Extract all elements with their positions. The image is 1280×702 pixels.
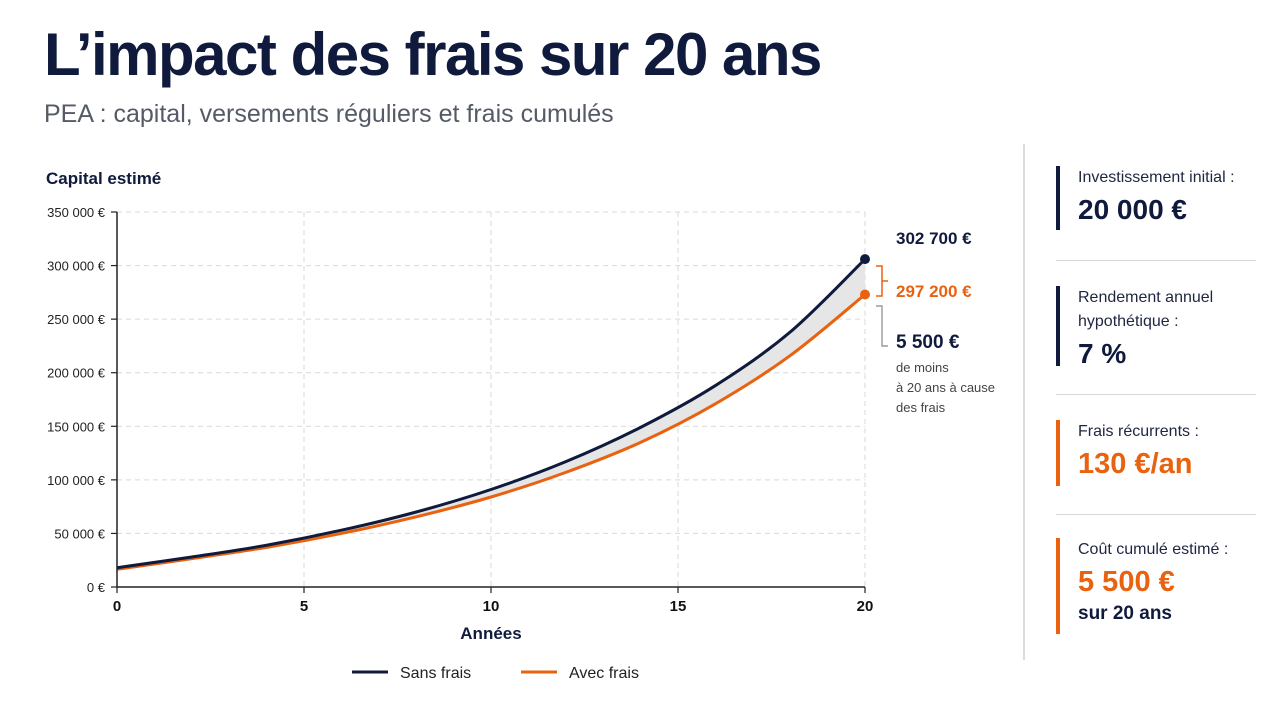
capital-line-chart: 0 € 50 000 € 100 000 € 150 000 € 200 000 € 25… <box>46 169 995 682</box>
page-title: L’impact des frais sur 20 ans <box>44 21 822 88</box>
series-lines <box>116 254 870 571</box>
grid-lines <box>117 211 866 587</box>
panel-sub: sur 20 ans <box>1078 603 1172 624</box>
y-tick-label: 250 000 € <box>47 312 106 327</box>
y-axis-title: Capital estimé <box>46 169 161 188</box>
panel-accent-bar <box>1056 420 1060 486</box>
difference-bracket <box>876 265 888 297</box>
info-panel-annual-return: Rendement annuel hypothétique : 7 % <box>1056 286 1256 369</box>
panel-value: 7 % <box>1078 338 1127 369</box>
x-tick-label: 5 <box>300 598 308 615</box>
panel-separator <box>1056 514 1256 515</box>
panel-label: Frais récurrents : <box>1078 423 1199 440</box>
series-line-sans-frais <box>116 258 867 570</box>
y-tick-label: 300 000 € <box>47 259 106 274</box>
y-tick-label: 50 000 € <box>54 526 105 541</box>
info-panel-cumulative-cost: Coût cumulé estimé : 5 500 € sur 20 ans <box>1056 538 1256 634</box>
info-panel-recurring-fees: Frais récurrents : 130 €/an <box>1056 420 1256 486</box>
end-point-sans-frais <box>860 254 870 265</box>
info-panel-initial-investment: Investissement initial : 20 000 € <box>1056 166 1256 230</box>
x-tick-label: 15 <box>670 598 687 615</box>
difference-note-line: à 20 ans à cause <box>896 380 995 395</box>
panel-value: 130 €/an <box>1078 448 1193 480</box>
series-line-avec-frais <box>116 293 866 571</box>
x-tick-label: 0 <box>113 598 121 615</box>
legend: Sans frais Avec frais <box>352 665 639 682</box>
x-tick-label: 10 <box>483 598 500 615</box>
difference-value: 5 500 € <box>896 332 960 353</box>
tick-labels: 0 € 50 000 € 100 000 € 150 000 € 200 000 € 25… <box>46 169 873 643</box>
panel-accent-bar <box>1056 538 1060 634</box>
end-value-avec-frais: 297 200 € <box>896 282 972 301</box>
y-tick-label: 0 € <box>87 580 106 595</box>
difference-connector <box>876 305 888 347</box>
panel-value: 5 500 € <box>1078 566 1175 598</box>
y-tick-label: 350 000 € <box>47 205 106 220</box>
panel-label: Rendement annuel hypothétique : <box>1078 289 1214 330</box>
page-subtitle: PEA : capital, versements réguliers et f… <box>44 100 614 128</box>
end-point-avec-frais <box>860 289 870 300</box>
difference-note-line: des frais <box>896 400 946 415</box>
panel-accent-bar <box>1056 286 1060 366</box>
x-axis-title: Années <box>460 624 521 643</box>
legend-label-avec-frais: Avec frais <box>569 665 639 682</box>
legend-label-sans-frais: Sans frais <box>400 665 471 682</box>
panel-separator <box>1056 394 1256 395</box>
annotations: 302 700 € 297 200 € 5 500 € de moins à 20 an… <box>876 229 995 415</box>
panel-separator <box>1056 260 1256 261</box>
x-tick-label: 20 <box>857 598 874 615</box>
panel-value: 20 000 € <box>1078 194 1187 225</box>
panel-accent-bar <box>1056 166 1060 230</box>
y-tick-label: 200 000 € <box>47 366 106 381</box>
panel-label: Coût cumulé estimé : <box>1078 541 1229 558</box>
panel-divider <box>1023 144 1025 660</box>
panel-label: Investissement initial : <box>1078 169 1235 186</box>
difference-note-line: de moins <box>896 360 949 375</box>
end-value-sans-frais: 302 700 € <box>896 229 972 248</box>
y-tick-label: 150 000 € <box>47 419 106 434</box>
y-tick-label: 100 000 € <box>47 473 106 488</box>
